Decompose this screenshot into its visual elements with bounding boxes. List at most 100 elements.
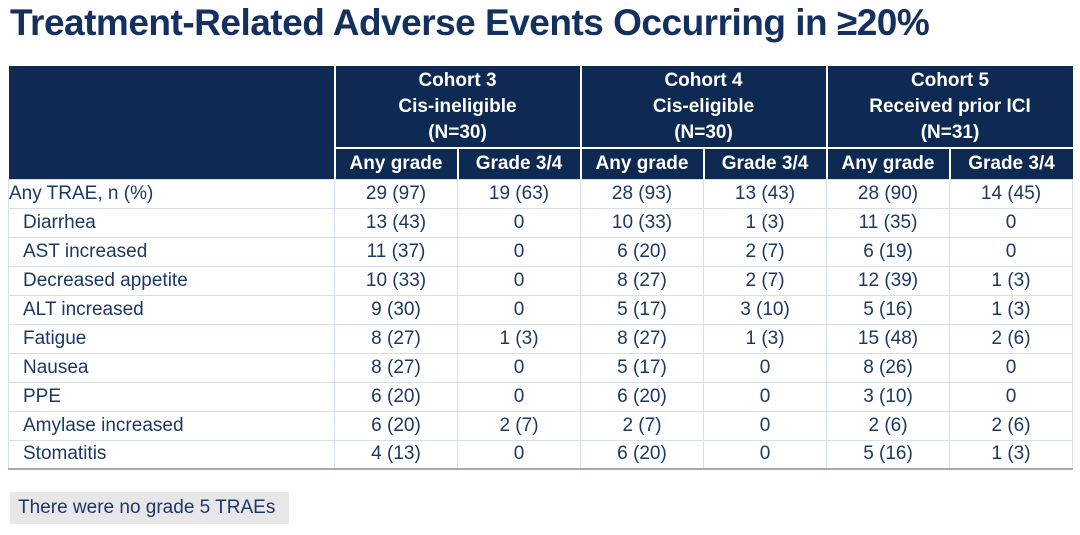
cohort-4-header: Cohort 4 Cis-eligible (N=30) [579,66,827,149]
value-cell: 2 (6) [949,410,1074,440]
table-row: AST increased 11 (37) 0 6 (20) 2 (7) 6 (19) 0 [8,236,1074,266]
row-label: AST increased [8,236,335,266]
value-cell: 3 (10) [702,294,827,324]
value-cell: 9 (30) [334,294,458,324]
cohort-5-header: Cohort 5 Received prior ICI (N=31) [825,66,1073,149]
cohort-subtitle: Cis-ineligible [398,95,517,117]
value-cell: 0 [702,439,827,470]
row-label: Nausea [8,352,335,382]
value-cell: 0 [457,352,581,382]
value-cell: 0 [949,236,1074,266]
value-cell: 6 (19) [826,236,950,266]
value-cell: 0 [949,352,1074,382]
grade-header: Grade 3/4 [948,148,1073,179]
value-cell: 1 (3) [949,294,1074,324]
value-cell: 15 (48) [826,323,950,353]
row-label: ALT increased [8,294,335,324]
table-row: Nausea 8 (27) 0 5 (17) 0 8 (26) 0 [8,352,1074,382]
value-cell: 5 (17) [580,352,704,382]
value-cell: 8 (26) [826,352,950,382]
value-cell: 12 (39) [826,265,950,295]
corner-cell [8,66,335,179]
footnote: There were no grade 5 TRAEs [10,492,290,524]
value-cell: 0 [702,410,827,440]
value-cell: 6 (20) [334,410,458,440]
table-row: Amylase increased 6 (20) 2 (7) 2 (7) 0 2 (6) 2… [8,410,1074,440]
row-label: Fatigue [8,323,335,353]
value-cell: 28 (93) [580,178,704,208]
table-row: Fatigue 8 (27) 1 (3) 8 (27) 1 (3) 15 (48) 2 (6… [8,323,1074,353]
cohort-name: Cohort 3 [418,69,497,91]
value-cell: 14 (45) [949,178,1074,208]
grade-header: Any grade [333,148,458,179]
value-cell: 0 [949,381,1074,411]
value-cell: 10 (33) [334,265,458,295]
value-cell: 11 (35) [826,207,950,237]
cohort-n: (N=30) [428,121,487,143]
row-label: Diarrhea [8,207,335,237]
value-cell: 2 (7) [702,236,827,266]
value-cell: 2 (6) [826,410,950,440]
cohort-n: (N=30) [674,121,733,143]
cohort-header-row: Cohort 3 Cis-ineligible (N=30) Cohort 4 … [8,66,1073,179]
value-cell: 0 [457,381,581,411]
value-cell: 4 (13) [334,439,458,470]
table-body: Any TRAE, n (%) 29 (97) 19 (63) 28 (93) 13 (… [8,178,1074,470]
value-cell: 10 (33) [580,207,704,237]
value-cell: 8 (27) [580,323,704,353]
value-cell: 1 (3) [949,439,1074,470]
value-cell: 19 (63) [457,178,581,208]
value-cell: 0 [949,207,1074,237]
value-cell: 6 (20) [334,381,458,411]
table-row: Diarrhea 13 (43) 0 10 (33) 1 (3) 11 (35) 0 [8,207,1074,237]
table-row: Stomatitis 4 (13) 0 6 (20) 0 5 (16) 1 (3) [8,439,1074,470]
table-row: ALT increased 9 (30) 0 5 (17) 3 (10) 5 (16) 1 … [8,294,1074,324]
value-cell: 5 (16) [826,439,950,470]
grade-header: Any grade [579,148,704,179]
grade-header: Grade 3/4 [456,148,581,179]
page-title: Treatment-Related Adverse Events Occurri… [10,2,930,43]
value-cell: 6 (20) [580,381,704,411]
value-cell: 1 (3) [949,265,1074,295]
cohort-subtitle: Cis-eligible [652,95,755,117]
table-row: Any TRAE, n (%) 29 (97) 19 (63) 28 (93) 13 (… [8,178,1074,208]
value-cell: 2 (6) [949,323,1074,353]
row-label: Stomatitis [8,439,335,470]
row-label: Decreased appetite [8,265,335,295]
row-label: Any TRAE, n (%) [8,178,335,208]
value-cell: 8 (27) [580,265,704,295]
value-cell: 1 (3) [457,323,581,353]
value-cell: 5 (17) [580,294,704,324]
cohort-subtitle: Received prior ICI [869,95,1031,117]
cohort-3-header: Cohort 3 Cis-ineligible (N=30) [333,66,581,149]
value-cell: 5 (16) [826,294,950,324]
value-cell: 2 (7) [580,410,704,440]
cohort-name: Cohort 5 [910,69,990,91]
value-cell: 13 (43) [702,178,827,208]
row-label: Amylase increased [8,410,335,440]
table-row: PPE 6 (20) 0 6 (20) 0 3 (10) 0 [8,381,1074,411]
value-cell: 0 [457,294,581,324]
grade-header-row: Any grade Grade 3/4 Any grade Grade 3/4 … [9,148,1073,179]
value-cell: 28 (90) [826,178,950,208]
trae-table: Cohort 3 Cis-ineligible (N=30) Cohort 4 … [8,66,1074,470]
value-cell: 6 (20) [580,439,704,470]
value-cell: 13 (43) [334,207,458,237]
value-cell: 0 [457,236,581,266]
value-cell: 2 (7) [457,410,581,440]
value-cell: 8 (27) [334,352,458,382]
table-header: Cohort 3 Cis-ineligible (N=30) Cohort 4 … [8,66,1073,179]
value-cell: 0 [457,207,581,237]
value-cell: 6 (20) [580,236,704,266]
value-cell: 0 [457,265,581,295]
value-cell: 0 [457,439,581,470]
value-cell: 29 (97) [334,178,458,208]
cohort-name: Cohort 4 [664,69,743,91]
value-cell: 2 (7) [702,265,827,295]
table-row: Decreased appetite 10 (33) 0 8 (27) 2 (7) 12 … [8,265,1074,295]
grade-header: Grade 3/4 [702,148,827,179]
value-cell: 11 (37) [334,236,458,266]
value-cell: 0 [702,352,827,382]
grade-header: Any grade [825,148,950,179]
